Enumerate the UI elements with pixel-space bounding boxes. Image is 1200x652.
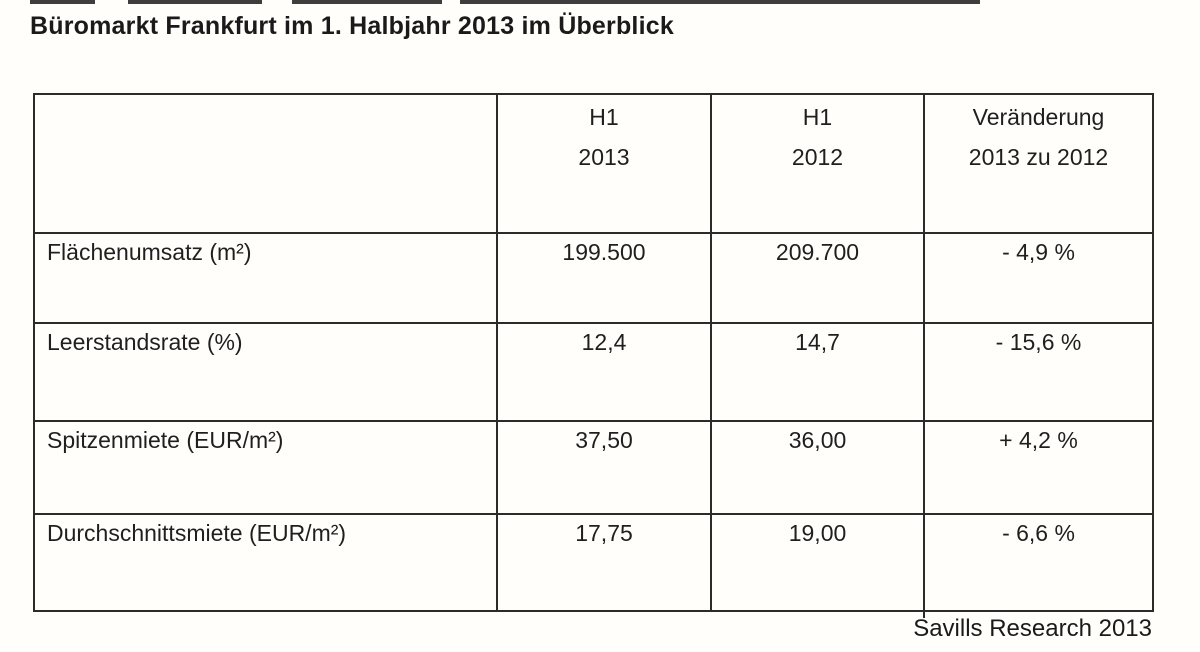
cell-h1-2012: 14,7 — [710, 322, 925, 422]
market-overview-table: H1 2013 H1 2012 Veränderung 2013 zu 2012… — [33, 93, 1154, 612]
cell-h1-2013: 17,75 — [496, 513, 712, 612]
cell-h1-2013: 199.500 — [496, 232, 712, 324]
artifact-segment — [292, 0, 442, 4]
table-row-durchschnittsmiete: Durchschnittsmiete (EUR/m²) 17,75 19,00 … — [33, 513, 1154, 612]
header-change: Veränderung 2013 zu 2012 — [923, 93, 1154, 234]
row-label: Leerstandsrate (%) — [33, 322, 498, 422]
cell-h1-2013: 12,4 — [496, 322, 712, 422]
page-title: Büromarkt Frankfurt im 1. Halbjahr 2013 … — [30, 12, 674, 40]
table-header-row: H1 2013 H1 2012 Veränderung 2013 zu 2012 — [33, 93, 1154, 234]
header-line-period: H1 — [589, 104, 619, 130]
header-line-year: 2013 — [578, 144, 630, 170]
header-line-period: H1 — [802, 104, 833, 130]
cell-change: - 15,6 % — [923, 322, 1154, 422]
cell-change: - 4,9 % — [923, 232, 1154, 324]
artifact-segment — [128, 0, 262, 4]
cell-h1-2012: 19,00 — [710, 513, 925, 612]
cell-h1-2013: 37,50 — [496, 420, 712, 515]
scan-artifact-tick — [923, 610, 925, 618]
table-row-flaechenumsatz: Flächenumsatz (m²) 199.500 209.700 - 4,9… — [33, 232, 1154, 324]
artifact-segment — [460, 0, 980, 4]
table-row-spitzenmiete: Spitzenmiete (EUR/m²) 37,50 36,00 + 4,2 … — [33, 420, 1154, 515]
table-row-leerstandsrate: Leerstandsrate (%) 12,4 14,7 - 15,6 % — [33, 322, 1154, 422]
row-label: Durchschnittsmiete (EUR/m²) — [33, 513, 498, 612]
cell-h1-2012: 36,00 — [710, 420, 925, 515]
source-credit: Savills Research 2013 — [913, 615, 1152, 642]
row-label: Flächenumsatz (m²) — [33, 232, 498, 324]
cropped-text-artifact — [0, 0, 1200, 5]
cell-change: - 6,6 % — [923, 513, 1154, 612]
header-empty-cell — [33, 93, 498, 234]
header-h1-2012: H1 2012 — [710, 93, 925, 234]
header-line-year: 2013 zu 2012 — [968, 144, 1109, 170]
cell-change: + 4,2 % — [923, 420, 1154, 515]
artifact-segment — [30, 0, 95, 4]
cell-h1-2012: 209.700 — [710, 232, 925, 324]
header-h1-2013: H1 2013 — [496, 93, 712, 234]
header-line-year: 2012 — [791, 144, 844, 170]
row-label: Spitzenmiete (EUR/m²) — [33, 420, 498, 515]
header-line-period: Veränderung — [972, 104, 1105, 130]
